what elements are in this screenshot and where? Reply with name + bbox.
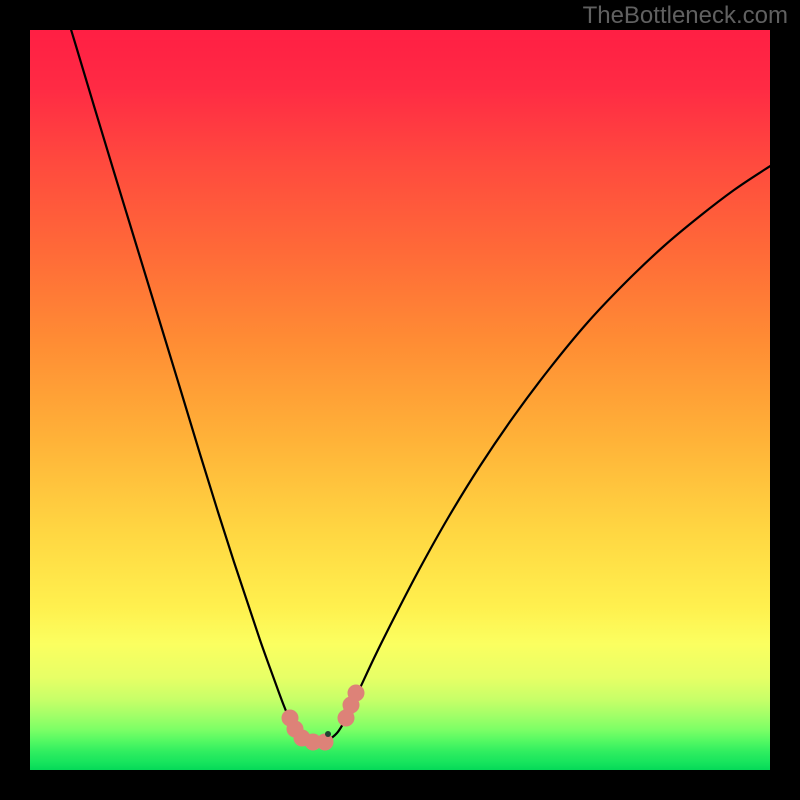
curve-overlay [0, 0, 800, 800]
dip-marker-left-cluster [282, 710, 334, 751]
bottleneck-curve [62, 0, 800, 743]
chart-root: TheBottleneck.com [0, 0, 800, 800]
dip-marker-right-cluster [338, 685, 365, 727]
dip-center-dot [325, 731, 331, 737]
